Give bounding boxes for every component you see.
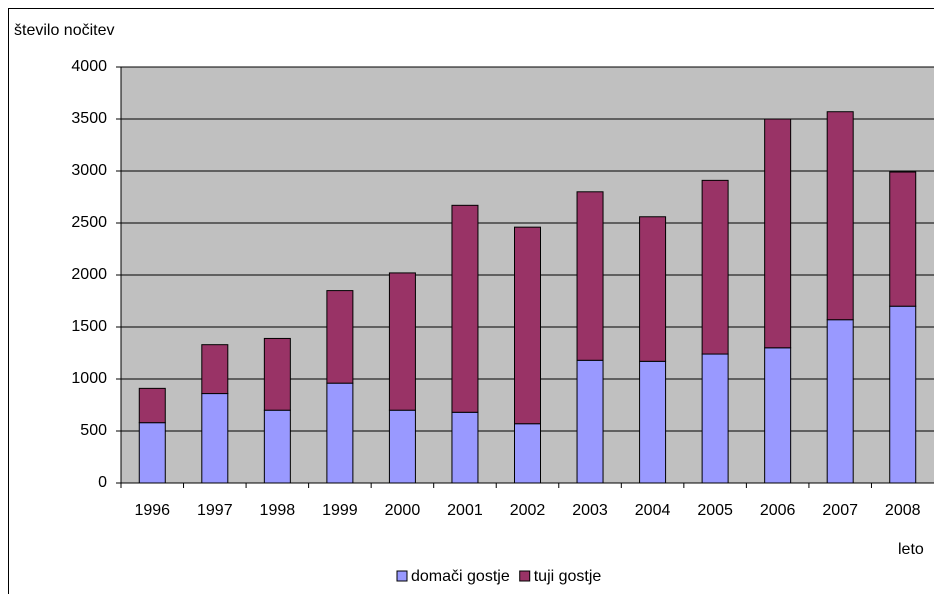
bar-segment <box>388 409 416 484</box>
x-tick-label: 1998 <box>260 502 296 519</box>
x-tick-label: 1999 <box>322 502 358 519</box>
x-tick-label: 2002 <box>510 502 546 519</box>
bar-segment <box>889 305 917 484</box>
bar-segment <box>639 216 667 362</box>
chart-frame <box>8 8 934 594</box>
bar-segment <box>701 353 729 484</box>
y-tick-label: 2500 <box>71 214 107 231</box>
x-tick-label: 2006 <box>760 502 796 519</box>
x-tick-label: 2007 <box>822 502 858 519</box>
bar-segment <box>451 411 479 484</box>
legend-swatch <box>396 570 408 582</box>
legend-swatch <box>519 570 531 582</box>
bar-segment <box>514 226 541 425</box>
bar-segment <box>826 319 854 484</box>
bar-segment <box>639 360 667 484</box>
x-axis-label: leto <box>898 541 924 558</box>
y-tick-label: 3500 <box>71 110 107 127</box>
x-tick-label: 2001 <box>447 502 483 519</box>
bar-segment <box>701 179 729 355</box>
bar-segment <box>263 337 291 411</box>
bar-segment <box>201 393 229 484</box>
y-axis-label: število nočitev <box>14 22 115 39</box>
bar-segment <box>826 111 854 321</box>
y-tick-label: 1000 <box>71 370 107 387</box>
bar-segment <box>326 290 354 384</box>
legend-label: domači gostje <box>411 568 510 585</box>
y-tick-label: 2000 <box>71 266 107 283</box>
x-tick-label: 1997 <box>197 502 233 519</box>
bar-segment <box>451 204 479 413</box>
bar-segment <box>889 171 917 307</box>
bar-segment <box>263 409 291 484</box>
y-tick-label: 3000 <box>71 162 107 179</box>
bar-segment <box>576 359 604 484</box>
bar-segment <box>514 423 541 484</box>
x-tick-label: 2004 <box>635 502 671 519</box>
bar-segment <box>326 382 354 484</box>
bar-segment <box>138 422 166 484</box>
x-tick-label: 2003 <box>572 502 608 519</box>
legend-label: tuji gostje <box>534 568 602 585</box>
y-tick-label: 500 <box>80 422 107 439</box>
y-tick-label: 4000 <box>71 58 107 75</box>
y-tick-label: 1500 <box>71 318 107 335</box>
bar-segment <box>764 118 792 349</box>
x-tick-label: 1996 <box>134 502 170 519</box>
x-tick-label: 2008 <box>885 502 921 519</box>
bar-segment <box>764 347 792 484</box>
bar-segment <box>576 191 604 361</box>
bar-segment <box>138 387 166 424</box>
bar-segment <box>388 272 416 411</box>
y-tick-label: 0 <box>98 474 107 491</box>
bar-segment <box>201 344 229 395</box>
x-tick-label: 2005 <box>697 502 733 519</box>
x-tick-label: 2000 <box>385 502 421 519</box>
